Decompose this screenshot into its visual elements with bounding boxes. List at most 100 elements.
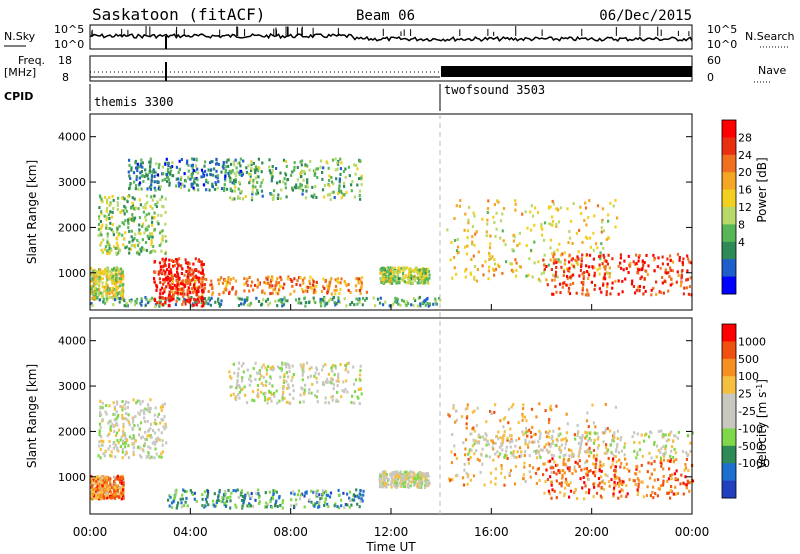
heatmap-cell — [577, 453, 581, 457]
heatmap-cell — [260, 390, 263, 394]
heatmap-cell — [396, 472, 399, 476]
heatmap-cell — [609, 201, 612, 205]
heatmap-cell — [106, 496, 109, 500]
heatmap-cell — [670, 477, 673, 481]
heatmap-cell — [148, 408, 151, 412]
heatmap-cell — [613, 454, 616, 458]
heatmap-cell — [621, 483, 624, 487]
heatmap-cell — [104, 489, 107, 493]
heatmap-cell — [271, 365, 274, 369]
heatmap-cell — [347, 165, 350, 169]
heatmap-cell — [303, 170, 306, 173]
heatmap-cell — [242, 302, 245, 306]
heatmap-cell — [323, 287, 326, 290]
heatmap-cell — [108, 444, 112, 448]
heatmap-cell — [487, 442, 490, 446]
heatmap-cell — [385, 485, 388, 489]
heatmap-cell — [149, 427, 152, 431]
heatmap-cell — [518, 265, 521, 268]
heatmap-cell — [501, 212, 504, 216]
heatmap-cell — [471, 235, 474, 239]
heatmap-cell — [117, 233, 120, 237]
heatmap-cell — [494, 403, 497, 407]
heatmap-cell — [90, 266, 93, 270]
heatmap-cell — [679, 284, 682, 288]
heatmap-cell — [258, 371, 261, 375]
heatmap-cell — [123, 403, 126, 407]
heatmap-cell — [158, 185, 161, 189]
heatmap-cell — [611, 452, 614, 456]
heatmap-cell — [133, 236, 136, 240]
heatmap-cell — [183, 504, 186, 508]
heatmap-cell — [122, 425, 125, 429]
heatmap-cell — [270, 399, 273, 403]
heatmap-cell — [379, 472, 382, 476]
heatmap-cell — [686, 277, 689, 281]
heatmap-cell — [619, 256, 622, 260]
heatmap-cell — [585, 442, 588, 446]
colorbar-tick-label: 24 — [738, 149, 752, 162]
heatmap-cell — [255, 491, 258, 495]
heatmap-cell — [99, 447, 102, 451]
heatmap-cell — [109, 295, 112, 299]
heatmap-cell — [550, 453, 553, 457]
heatmap-cell — [224, 278, 227, 282]
heatmap-cell — [240, 174, 243, 177]
heatmap-cell — [426, 484, 429, 488]
heatmap-cell — [296, 493, 299, 497]
nsky-tick-top: 10^5 — [54, 23, 84, 36]
heatmap-cell — [251, 186, 254, 190]
heatmap-cell — [669, 283, 672, 287]
heatmap-cell — [606, 262, 609, 266]
heatmap-cell — [271, 175, 274, 179]
heatmap-cell — [382, 484, 385, 488]
heatmap-cell — [666, 459, 670, 463]
heatmap-cell — [153, 180, 156, 184]
heatmap-cell — [494, 441, 497, 445]
heatmap-cell — [328, 284, 331, 288]
heatmap-cell — [383, 484, 386, 487]
heatmap-cell — [102, 488, 105, 492]
heatmap-cell — [169, 169, 172, 173]
heatmap-cell — [420, 471, 423, 475]
heatmap-cell — [549, 404, 552, 408]
heatmap-cell — [109, 454, 112, 458]
heatmap-cell — [103, 214, 106, 218]
heatmap-cell — [405, 477, 408, 481]
heatmap-cell — [125, 209, 128, 213]
heatmap-cell — [167, 167, 170, 171]
heatmap-cell — [209, 173, 212, 177]
heatmap-cell — [583, 450, 587, 454]
heatmap-cell — [576, 259, 579, 263]
heatmap-cell — [156, 220, 159, 224]
heatmap-cell — [336, 505, 339, 508]
heatmap-cell — [176, 291, 179, 295]
heatmap-cell — [216, 499, 219, 503]
heatmap-cell — [422, 272, 425, 276]
colorbar-segment — [722, 341, 736, 360]
heatmap-cell — [149, 406, 152, 410]
heatmap-cell — [601, 464, 604, 468]
colorbar-segment — [722, 259, 736, 278]
heatmap-cell — [264, 491, 267, 495]
heatmap-cell — [452, 406, 455, 410]
heatmap-cell — [584, 293, 587, 297]
heatmap-cell — [98, 429, 101, 433]
heatmap-cell — [405, 274, 408, 278]
heatmap-cell — [254, 168, 257, 172]
heatmap-cell — [688, 489, 691, 493]
heatmap-cell — [145, 297, 148, 301]
heatmap-cell — [192, 276, 195, 280]
heatmap-cell — [386, 270, 389, 274]
heatmap-cell — [588, 265, 591, 269]
heatmap-cell — [684, 483, 687, 487]
heatmap-cell — [453, 217, 456, 220]
heatmap-cell — [106, 286, 110, 290]
heatmap-cell — [657, 256, 660, 260]
heatmap-cell — [99, 456, 102, 460]
heatmap-cell — [413, 270, 416, 274]
heatmap-cell — [566, 276, 569, 280]
heatmap-cell — [665, 271, 668, 275]
heatmap-cell — [638, 254, 641, 257]
heatmap-cell — [138, 252, 141, 256]
